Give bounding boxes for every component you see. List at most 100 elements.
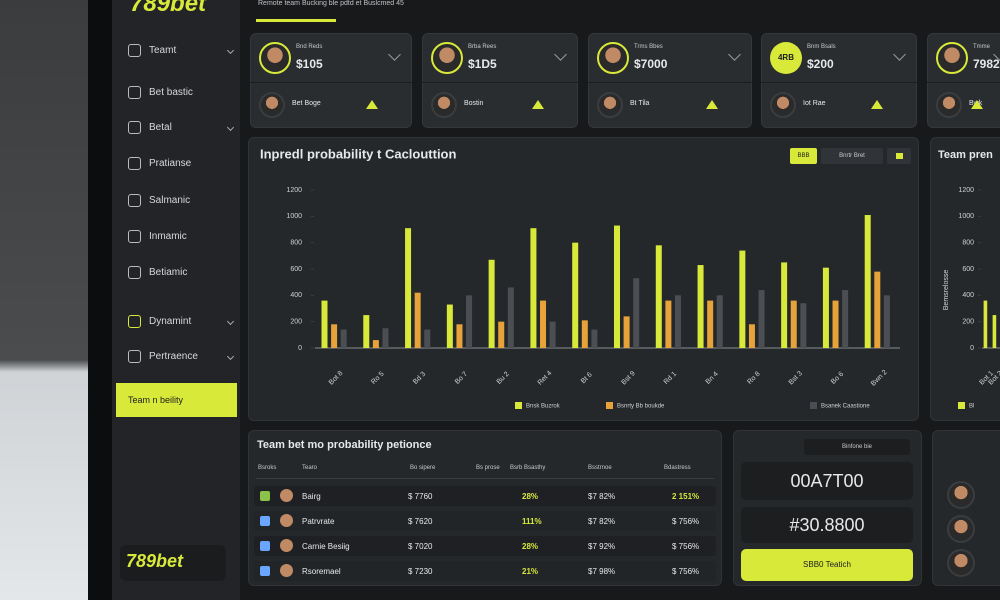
y-tick-label: 600 xyxy=(290,266,302,273)
table-cell: $ 756% xyxy=(672,567,700,576)
y-tick-label: 0 xyxy=(970,345,974,352)
table-cell: 2 151% xyxy=(672,492,700,501)
chart-toggle[interactable]: BBB xyxy=(790,148,817,164)
y-tick-label: 600 xyxy=(962,266,974,273)
x-tick-label: Bd 3 xyxy=(412,371,427,386)
bar xyxy=(739,250,746,348)
bar xyxy=(674,295,681,348)
card-divider xyxy=(761,82,917,83)
table-cell: $ 756% xyxy=(672,517,700,526)
card-badge xyxy=(366,100,378,109)
avatar xyxy=(259,42,291,74)
nav-item[interactable]: Teamt xyxy=(128,44,235,57)
bar xyxy=(340,329,347,348)
nav-item[interactable]: Bet bastic xyxy=(128,86,233,99)
table-cell: $ 7620 xyxy=(408,517,433,526)
legend-label: Bsnrty Bb boukde xyxy=(617,404,665,410)
x-tick-label: Bo 6 xyxy=(830,371,845,386)
nav-item[interactable]: Betiamic xyxy=(128,266,233,279)
bar xyxy=(446,304,453,348)
avatar xyxy=(947,549,975,577)
nav-item[interactable]: Inmamic xyxy=(128,230,233,243)
nav-item[interactable]: Betal xyxy=(128,121,235,134)
avatar xyxy=(431,42,463,74)
summary-tab[interactable]: Binfone bie xyxy=(804,439,910,455)
card-value: $1D5 xyxy=(468,57,497,71)
bar xyxy=(507,287,514,348)
avatar xyxy=(947,481,975,509)
nav-label: Team n beility xyxy=(128,395,184,405)
legend-label: Bnsk Buzrok xyxy=(526,404,561,410)
y-tick-label: 1200 xyxy=(286,187,302,194)
bar xyxy=(623,316,630,348)
bar xyxy=(633,278,640,348)
bar xyxy=(331,324,338,348)
card-badge xyxy=(532,100,544,109)
legend-swatch xyxy=(515,402,522,409)
x-tick-label: Ro 8 xyxy=(746,370,761,385)
nav-label: Betal xyxy=(149,122,172,133)
avatar-panel xyxy=(932,430,1000,586)
chart-menu[interactable] xyxy=(887,148,911,164)
footer-logo: 789bet xyxy=(120,545,226,581)
bar xyxy=(992,315,997,348)
card-name: Bnm Bsals xyxy=(807,44,836,50)
side-chart-panel xyxy=(930,137,1000,421)
avatar xyxy=(936,42,968,74)
y-tick-label: 800 xyxy=(962,240,974,247)
table-row[interactable] xyxy=(254,486,716,506)
card-name: Brba Rees xyxy=(468,44,497,50)
bar xyxy=(363,315,370,348)
bar xyxy=(572,242,579,348)
bar xyxy=(466,295,473,348)
x-tick-label: Bo 7 xyxy=(454,371,469,386)
nav-label: Salmanic xyxy=(149,195,191,206)
summary-primary: 00A7T00 xyxy=(741,462,913,500)
row-icon xyxy=(260,516,270,526)
nav-item[interactable]: Pratianse xyxy=(128,157,233,170)
row-icon xyxy=(260,566,270,576)
row-icon xyxy=(260,491,270,501)
nav-item[interactable]: Salmanic xyxy=(128,194,233,207)
x-tick-label: Bst 9 xyxy=(621,370,637,386)
header-rule xyxy=(256,478,714,479)
bar xyxy=(716,295,723,348)
y-tick-label: 400 xyxy=(962,292,974,299)
bar xyxy=(424,329,431,348)
legend-swatch xyxy=(958,402,965,409)
y-tick-label: 400 xyxy=(290,292,302,299)
y-axis-label: Bemsrelosse xyxy=(943,270,950,311)
table-cell: $7 92% xyxy=(588,542,616,551)
table-cell: Bairg xyxy=(302,492,321,501)
table-cell: Patrvrate xyxy=(302,517,335,526)
table-row[interactable] xyxy=(254,561,716,581)
table-row[interactable] xyxy=(254,511,716,531)
legend-swatch xyxy=(606,402,613,409)
table-cell: $7 98% xyxy=(588,567,616,576)
nav-item[interactable]: Pertraence xyxy=(128,350,235,363)
bar xyxy=(832,300,839,348)
avatar xyxy=(597,92,623,118)
card-badge xyxy=(971,100,983,109)
avatar xyxy=(280,514,293,527)
chart-toggle[interactable]: Bnrtr Bret xyxy=(821,148,883,164)
bar xyxy=(530,228,537,348)
bar xyxy=(822,267,829,348)
card-divider xyxy=(250,82,412,83)
nav-item[interactable]: Dynamint xyxy=(128,315,235,328)
y-tick-label: 0 xyxy=(298,345,302,352)
nav-item-active[interactable]: Team n beility xyxy=(116,383,237,417)
card-name: Trms Bbes xyxy=(634,44,663,50)
table-header: Bo sipere xyxy=(410,465,436,471)
summary-button[interactable]: SBB0 Teatich xyxy=(741,549,913,581)
bar xyxy=(372,340,379,348)
avatar xyxy=(770,92,796,118)
table-cell: $ 7760 xyxy=(408,492,433,501)
card-divider xyxy=(588,82,752,83)
nav-label: Inmamic xyxy=(149,231,187,242)
table-row[interactable] xyxy=(254,536,716,556)
avatar xyxy=(280,489,293,502)
y-tick-label: 1000 xyxy=(958,213,974,220)
nav-label: Betiamic xyxy=(149,267,188,278)
y-tick-label: 800 xyxy=(290,240,302,247)
